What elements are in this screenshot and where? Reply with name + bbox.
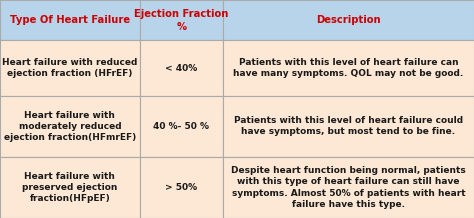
Text: > 50%: > 50% (165, 183, 197, 192)
Bar (140, 96, 223, 157)
Bar (140, 40, 223, 96)
Text: Patients with this level of heart failure can
have many symptoms. QOL may not be: Patients with this level of heart failur… (233, 58, 464, 78)
Text: Description: Description (316, 15, 381, 25)
Bar (223, 96, 474, 157)
Bar (140, 0, 223, 40)
Text: Heart failure with
preserved ejection
fraction(HFpEF): Heart failure with preserved ejection fr… (22, 172, 118, 203)
Bar (0, 96, 140, 157)
Bar (0, 0, 140, 40)
Bar (223, 0, 474, 40)
Text: < 40%: < 40% (165, 64, 198, 73)
Bar (0, 157, 140, 218)
Text: Type Of Heart Failure: Type Of Heart Failure (10, 15, 130, 25)
Text: 40 %- 50 %: 40 %- 50 % (153, 122, 210, 131)
Text: Patients with this level of heart failure could
have symptoms, but most tend to : Patients with this level of heart failur… (234, 116, 463, 136)
Bar (223, 40, 474, 96)
Text: Despite heart function being normal, patients
with this type of heart failure ca: Despite heart function being normal, pat… (231, 166, 466, 209)
Text: Heart failure with reduced
ejection fraction (HFrEF): Heart failure with reduced ejection frac… (2, 58, 137, 78)
Text: Ejection Fraction
%: Ejection Fraction % (134, 9, 228, 32)
Bar (223, 157, 474, 218)
Text: Heart failure with
moderately reduced
ejection fraction(HFmrEF): Heart failure with moderately reduced ej… (4, 111, 136, 142)
Bar (140, 157, 223, 218)
Bar (0, 40, 140, 96)
